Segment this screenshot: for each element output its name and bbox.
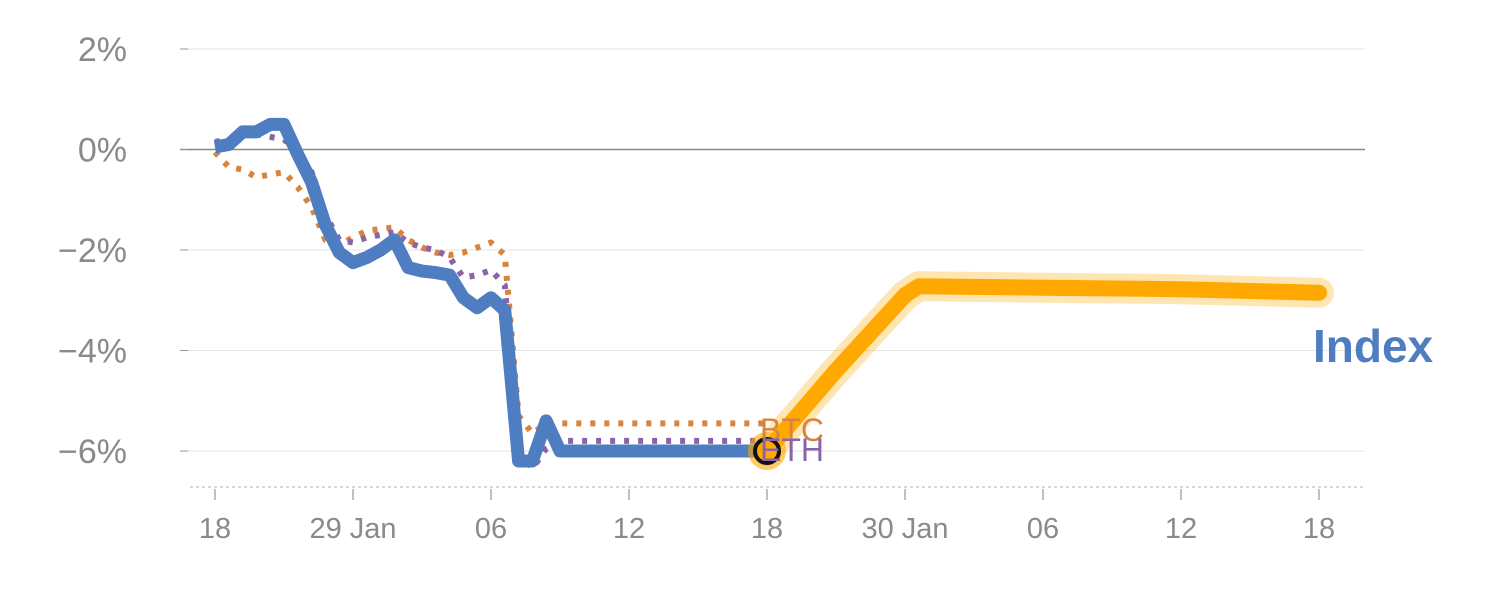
end-marker	[748, 432, 786, 470]
y-tick-label: −4%	[58, 333, 127, 371]
x-tick-label: 12	[1165, 513, 1197, 545]
y-tick-label: 0%	[78, 132, 127, 170]
y-tick-label: −2%	[58, 232, 127, 270]
y-axis-ticks: 2% 0% −2% −4% −6%	[58, 31, 127, 471]
y-tick-label: 2%	[78, 31, 127, 69]
y-tick-label: −6%	[58, 433, 127, 471]
projection-line	[759, 278, 1327, 459]
x-tick-label: 06	[475, 513, 507, 545]
x-tick-label: 06	[1027, 513, 1059, 545]
series-line-btc	[212, 149, 767, 437]
series-line-index	[213, 117, 767, 468]
series-lines	[212, 117, 1334, 472]
x-tick-label: 29 Jan	[309, 513, 396, 545]
x-tick-label: 30 Jan	[861, 513, 948, 545]
series-label-btc: BTC	[760, 412, 824, 448]
x-tick-label: 18	[1303, 513, 1335, 545]
marker-dot	[753, 437, 781, 465]
x-tick-label: 12	[613, 513, 645, 545]
x-axis-ticks: 18 29 Jan 06 12 18 30 Jan 06 12 18	[199, 489, 1335, 545]
x-tick-label: 18	[751, 513, 783, 545]
series-labels: BTC ETH Index	[760, 320, 1434, 468]
x-tick-label: 18	[199, 513, 231, 545]
series-label-index: Index	[1313, 320, 1434, 372]
projection-line-glow	[752, 271, 1334, 466]
series-label-eth: ETH	[760, 432, 824, 468]
